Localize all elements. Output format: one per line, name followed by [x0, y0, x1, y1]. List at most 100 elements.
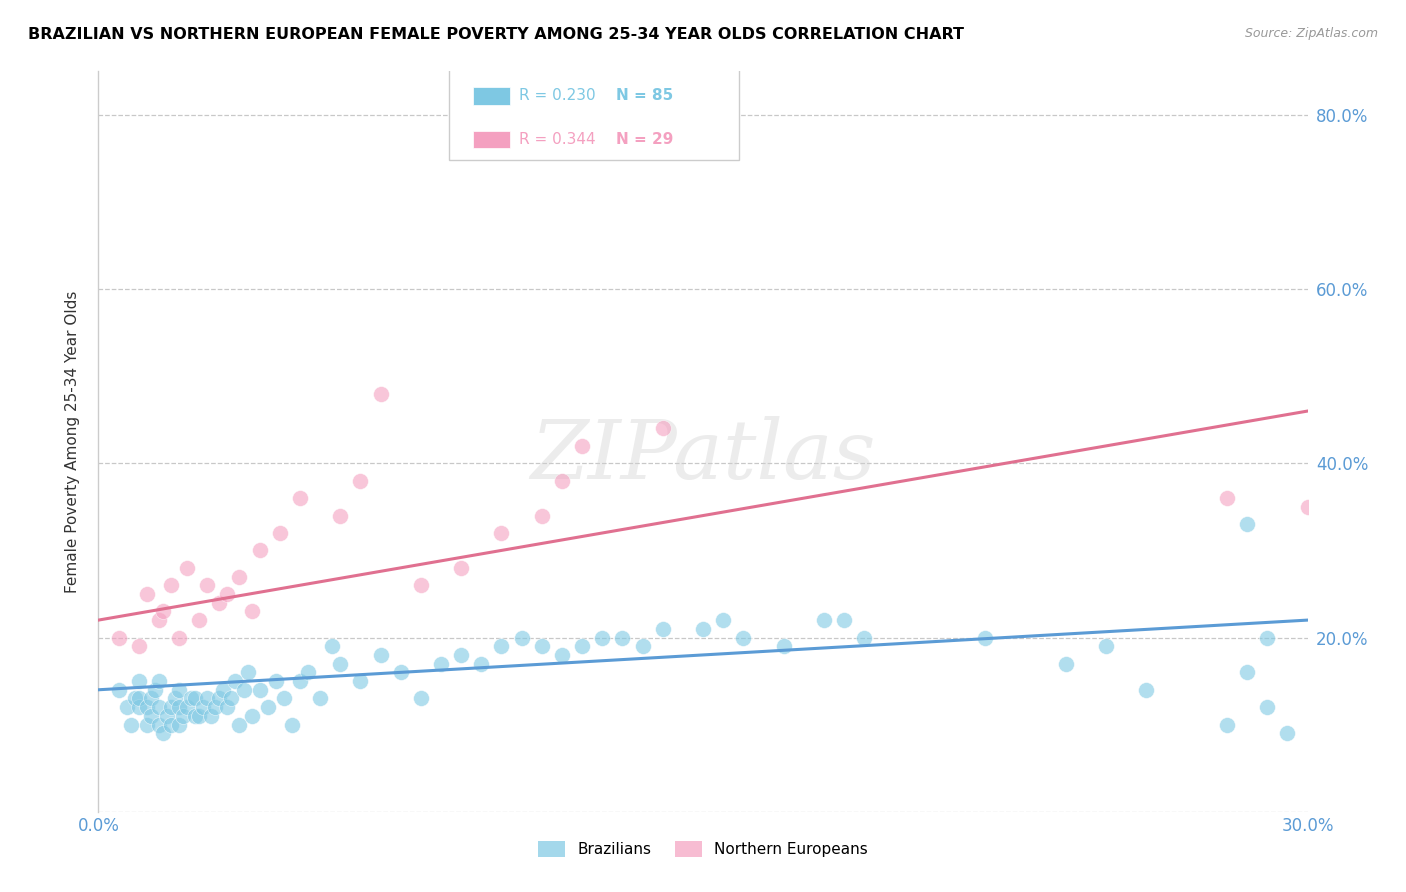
Point — [249, 682, 271, 697]
Point — [1216, 491, 1239, 505]
Point — [139, 691, 162, 706]
Point — [107, 682, 129, 697]
Point — [273, 691, 295, 706]
Point — [152, 604, 174, 618]
Point — [692, 622, 714, 636]
Point — [193, 700, 215, 714]
Point — [813, 613, 835, 627]
Point — [551, 648, 574, 662]
Point — [551, 474, 574, 488]
Point — [212, 682, 235, 697]
Point — [1216, 717, 1239, 731]
Point — [240, 709, 263, 723]
Point — [1135, 682, 1157, 697]
Point — [510, 631, 533, 645]
Point — [208, 691, 231, 706]
Point — [329, 508, 352, 523]
Point — [1256, 631, 1278, 645]
Text: N = 85: N = 85 — [616, 88, 673, 103]
Point — [853, 631, 876, 645]
Point — [491, 526, 513, 541]
Point — [1054, 657, 1077, 671]
Point — [228, 569, 250, 583]
Point — [249, 543, 271, 558]
Point — [1296, 500, 1319, 514]
Point — [124, 691, 146, 706]
Point — [370, 386, 392, 401]
Point — [651, 421, 673, 435]
Y-axis label: Female Poverty Among 25-34 Year Olds: Female Poverty Among 25-34 Year Olds — [65, 291, 80, 592]
Point — [180, 691, 202, 706]
Point — [470, 657, 492, 671]
Point — [184, 709, 207, 723]
Point — [160, 717, 183, 731]
Point — [188, 613, 211, 627]
Point — [349, 474, 371, 488]
Point — [139, 709, 162, 723]
Text: R = 0.344: R = 0.344 — [519, 132, 596, 147]
Point — [176, 700, 198, 714]
Point — [264, 674, 287, 689]
Point — [1236, 665, 1258, 680]
Point — [148, 700, 170, 714]
Point — [172, 709, 194, 723]
Point — [1095, 639, 1118, 653]
Point — [409, 578, 432, 592]
Point — [228, 717, 250, 731]
Point — [217, 700, 239, 714]
Point — [135, 587, 157, 601]
Point — [115, 700, 138, 714]
Legend: Brazilians, Northern Europeans: Brazilians, Northern Europeans — [531, 835, 875, 863]
Text: N = 29: N = 29 — [616, 132, 673, 147]
Point — [195, 691, 218, 706]
Point — [163, 691, 186, 706]
Point — [236, 665, 259, 680]
Point — [269, 526, 291, 541]
Point — [167, 700, 190, 714]
Point — [143, 682, 166, 697]
Point — [631, 639, 654, 653]
Point — [571, 439, 593, 453]
Point — [329, 657, 352, 671]
Point — [974, 631, 997, 645]
Point — [832, 613, 855, 627]
Point — [156, 709, 179, 723]
Point — [160, 700, 183, 714]
Point — [232, 682, 254, 697]
Point — [128, 691, 150, 706]
Text: ZIPatlas: ZIPatlas — [530, 417, 876, 496]
Point — [148, 717, 170, 731]
Point — [450, 561, 472, 575]
Point — [135, 717, 157, 731]
Point — [224, 674, 246, 689]
Point — [430, 657, 453, 671]
Point — [184, 691, 207, 706]
FancyBboxPatch shape — [449, 61, 740, 161]
Point — [208, 596, 231, 610]
Point — [772, 639, 794, 653]
Point — [288, 491, 311, 505]
Point — [135, 700, 157, 714]
Point — [1256, 700, 1278, 714]
Point — [530, 508, 553, 523]
Point — [148, 674, 170, 689]
Point — [389, 665, 412, 680]
Point — [167, 631, 190, 645]
Text: Source: ZipAtlas.com: Source: ZipAtlas.com — [1244, 27, 1378, 40]
Point — [409, 691, 432, 706]
Text: BRAZILIAN VS NORTHERN EUROPEAN FEMALE POVERTY AMONG 25-34 YEAR OLDS CORRELATION : BRAZILIAN VS NORTHERN EUROPEAN FEMALE PO… — [28, 27, 965, 42]
Point — [321, 639, 343, 653]
Point — [1236, 517, 1258, 532]
Point — [107, 631, 129, 645]
Point — [204, 700, 226, 714]
Point — [530, 639, 553, 653]
Point — [167, 682, 190, 697]
Point — [288, 674, 311, 689]
Point — [711, 613, 734, 627]
Point — [491, 639, 513, 653]
Point — [167, 717, 190, 731]
Point — [188, 709, 211, 723]
Point — [591, 631, 613, 645]
FancyBboxPatch shape — [474, 130, 509, 148]
Point — [349, 674, 371, 689]
